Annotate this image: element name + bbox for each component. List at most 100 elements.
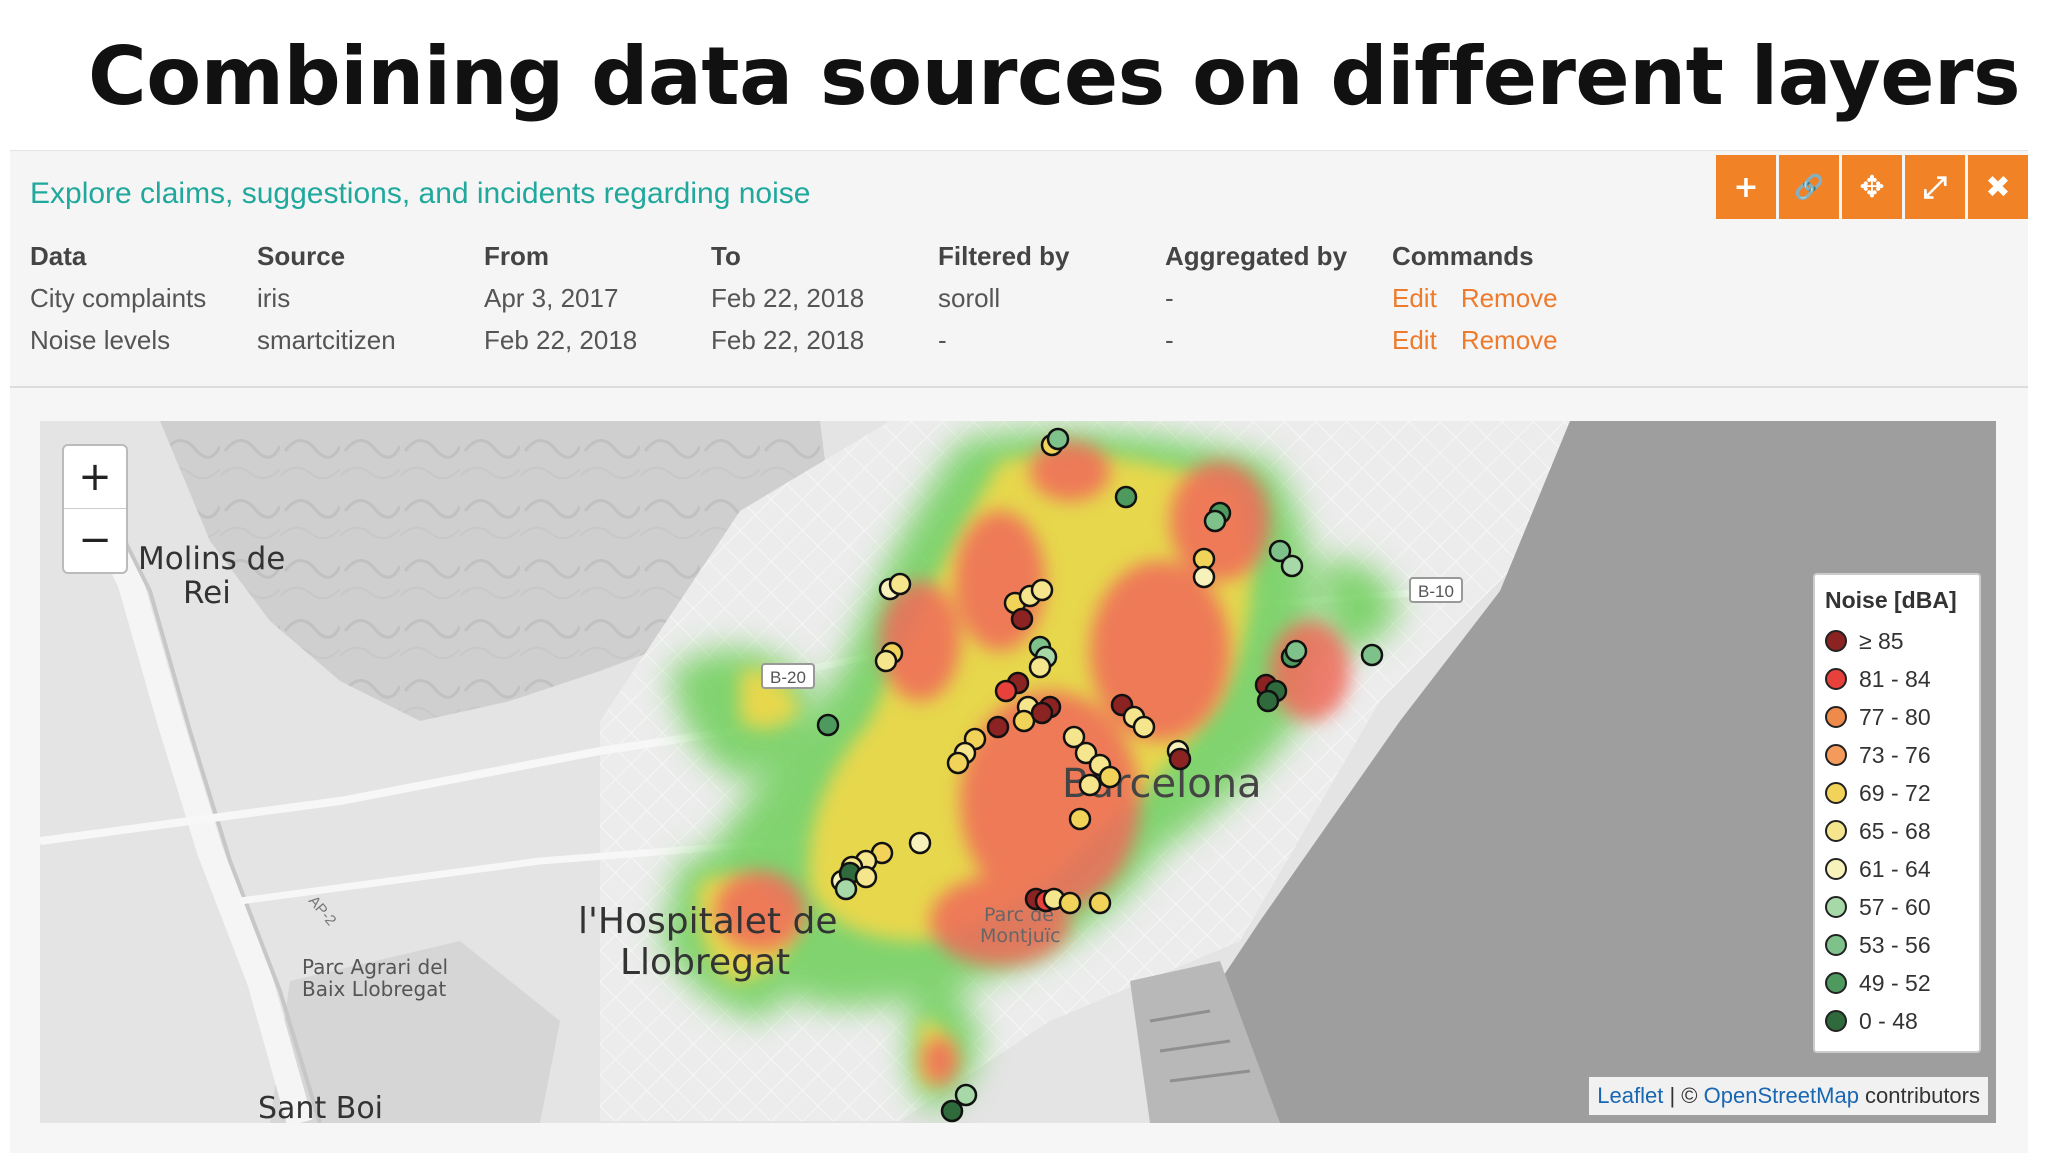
openstreetmap-link[interactable]: OpenStreetMap bbox=[1703, 1083, 1859, 1108]
sensor-marker[interactable] bbox=[954, 1083, 978, 1107]
legend-label: 81 - 84 bbox=[1859, 665, 1931, 692]
sensor-marker[interactable] bbox=[994, 679, 1018, 703]
sensor-marker[interactable] bbox=[1074, 741, 1098, 765]
legend-swatch bbox=[1825, 706, 1847, 728]
sensor-marker[interactable] bbox=[854, 865, 878, 889]
edit-layer-link[interactable]: Edit bbox=[1392, 324, 1437, 355]
plus-icon: + bbox=[1733, 169, 1759, 205]
place-label-sant-boi: Sant Boi bbox=[258, 1091, 383, 1123]
close-button[interactable]: ✖ bbox=[1968, 155, 2028, 219]
zoom-in-button[interactable]: + bbox=[64, 446, 126, 509]
legend-swatch bbox=[1825, 668, 1847, 690]
panel-title: Explore claims, suggestions, and inciden… bbox=[30, 177, 811, 210]
legend-swatch bbox=[1825, 820, 1847, 842]
road-shield-b20: B-20 bbox=[761, 663, 815, 689]
cell-to: Feb 22, 2018 bbox=[711, 324, 865, 355]
legend-item: 0 - 48 bbox=[1825, 1005, 1918, 1037]
place-label-molins: Molins de bbox=[138, 541, 285, 577]
move-button[interactable]: ✥ bbox=[1842, 155, 1902, 219]
place-label-montjuic-2: Montjuïc bbox=[980, 925, 1061, 947]
remove-layer-link[interactable]: Remove bbox=[1460, 282, 1558, 313]
sensor-marker[interactable] bbox=[1192, 565, 1216, 589]
place-label-hospitalet: l'Hospitalet de bbox=[578, 901, 838, 942]
sensor-marker[interactable] bbox=[1012, 709, 1036, 733]
road-shield-b10: B-10 bbox=[1409, 577, 1463, 603]
attribution-separator: | © bbox=[1663, 1083, 1704, 1108]
legend-label: 69 - 72 bbox=[1859, 779, 1931, 806]
sensor-marker[interactable] bbox=[1088, 891, 1112, 915]
sensor-marker[interactable] bbox=[1068, 807, 1092, 831]
sensor-marker[interactable] bbox=[1203, 509, 1227, 533]
leaflet-link[interactable]: Leaflet bbox=[1597, 1083, 1664, 1108]
panel-toolbar: + 🔗 ✥ ⤢ ✖ bbox=[1716, 155, 2028, 219]
sensor-marker[interactable] bbox=[874, 649, 898, 673]
place-label-parc-agrari-2: Baix Llobregat bbox=[302, 977, 446, 1001]
legend-item: 65 - 68 bbox=[1825, 815, 1931, 847]
cell-source: iris bbox=[257, 282, 291, 313]
sensor-marker[interactable] bbox=[816, 713, 840, 737]
sensor-marker[interactable] bbox=[1284, 639, 1308, 663]
legend-title: Noise [dBA] bbox=[1825, 587, 1957, 613]
cell-commands: Edit Remove bbox=[1392, 283, 1619, 314]
cell-aggregated-by: - bbox=[1165, 282, 1174, 313]
sensor-marker[interactable] bbox=[940, 1099, 964, 1123]
zoom-control: + − bbox=[62, 444, 128, 574]
sensor-marker[interactable] bbox=[1010, 607, 1034, 631]
sensor-marker[interactable] bbox=[834, 877, 858, 901]
legend-label: 57 - 60 bbox=[1859, 893, 1931, 920]
sensor-marker[interactable] bbox=[1098, 765, 1122, 789]
move-icon: ✥ bbox=[1859, 169, 1885, 205]
col-header-filtered-by: Filtered by bbox=[938, 240, 1070, 271]
sensor-marker[interactable] bbox=[1062, 725, 1086, 749]
sensor-marker[interactable] bbox=[888, 572, 912, 596]
sensor-marker[interactable] bbox=[1268, 539, 1292, 563]
cell-source: smartcitizen bbox=[257, 324, 396, 355]
legend-swatch bbox=[1825, 1010, 1847, 1032]
sensor-marker[interactable] bbox=[1058, 891, 1082, 915]
legend-swatch bbox=[1825, 896, 1847, 918]
map-attribution: Leaflet | © OpenStreetMap contributors bbox=[1589, 1077, 1988, 1115]
sensor-marker[interactable] bbox=[1078, 773, 1102, 797]
zoom-out-button[interactable]: − bbox=[78, 517, 112, 563]
sensor-marker[interactable] bbox=[1132, 715, 1156, 739]
sensor-marker[interactable] bbox=[1360, 643, 1384, 667]
legend-swatch bbox=[1825, 858, 1847, 880]
expand-button[interactable]: ⤢ bbox=[1905, 155, 1965, 219]
legend-label: 73 - 76 bbox=[1859, 741, 1931, 768]
col-header-commands: Commands bbox=[1392, 240, 1534, 271]
add-layer-button[interactable]: + bbox=[1716, 155, 1776, 219]
sensor-marker[interactable] bbox=[1168, 747, 1192, 771]
sensor-marker[interactable] bbox=[946, 751, 970, 775]
legend-item: 77 - 80 bbox=[1825, 701, 1931, 733]
cell-commands: Edit Remove bbox=[1392, 325, 1619, 356]
cell-from: Apr 3, 2017 bbox=[484, 282, 619, 313]
noise-map[interactable]: B-10 B-20 AP-2 Molins de Rei Barcelona l… bbox=[40, 421, 1996, 1123]
sensor-marker[interactable] bbox=[908, 831, 932, 855]
edit-layer-link[interactable]: Edit bbox=[1392, 282, 1437, 313]
sensor-marker[interactable] bbox=[1046, 427, 1070, 451]
legend-item: 69 - 72 bbox=[1825, 777, 1931, 809]
share-link-button[interactable]: 🔗 bbox=[1779, 155, 1839, 219]
col-header-aggregated-by: Aggregated by bbox=[1165, 240, 1348, 271]
sensor-marker[interactable] bbox=[1280, 554, 1304, 578]
legend-label: 61 - 64 bbox=[1859, 855, 1931, 882]
place-label-parc-agrari: Parc Agrari del bbox=[302, 955, 448, 979]
sensor-marker[interactable] bbox=[1030, 701, 1054, 725]
sensor-marker[interactable] bbox=[1030, 578, 1054, 602]
legend-label: 65 - 68 bbox=[1859, 817, 1931, 844]
noise-explorer-widget: Explore claims, suggestions, and inciden… bbox=[10, 150, 2028, 1153]
sensor-marker[interactable] bbox=[1114, 485, 1138, 509]
legend-item: ≥ 85 bbox=[1825, 625, 1904, 657]
legend-label: 53 - 56 bbox=[1859, 931, 1931, 958]
legend-label: 49 - 52 bbox=[1859, 969, 1931, 996]
sensor-marker[interactable] bbox=[1256, 689, 1280, 713]
table-row: Noise levels smartcitizen Feb 22, 2018 F… bbox=[30, 319, 1619, 361]
legend-label: 0 - 48 bbox=[1859, 1007, 1918, 1034]
sensor-marker[interactable] bbox=[986, 715, 1010, 739]
sensor-marker[interactable] bbox=[1028, 655, 1052, 679]
remove-layer-link[interactable]: Remove bbox=[1460, 324, 1558, 355]
layers-table: Data Source From To Filtered by Aggregat… bbox=[30, 235, 1619, 361]
noise-legend: Noise [dBA] ≥ 85 81 - 84 77 - 80 73 - 76… bbox=[1813, 573, 1981, 1053]
cell-data: Noise levels bbox=[30, 324, 171, 355]
svg-text:B-10: B-10 bbox=[1418, 582, 1454, 601]
